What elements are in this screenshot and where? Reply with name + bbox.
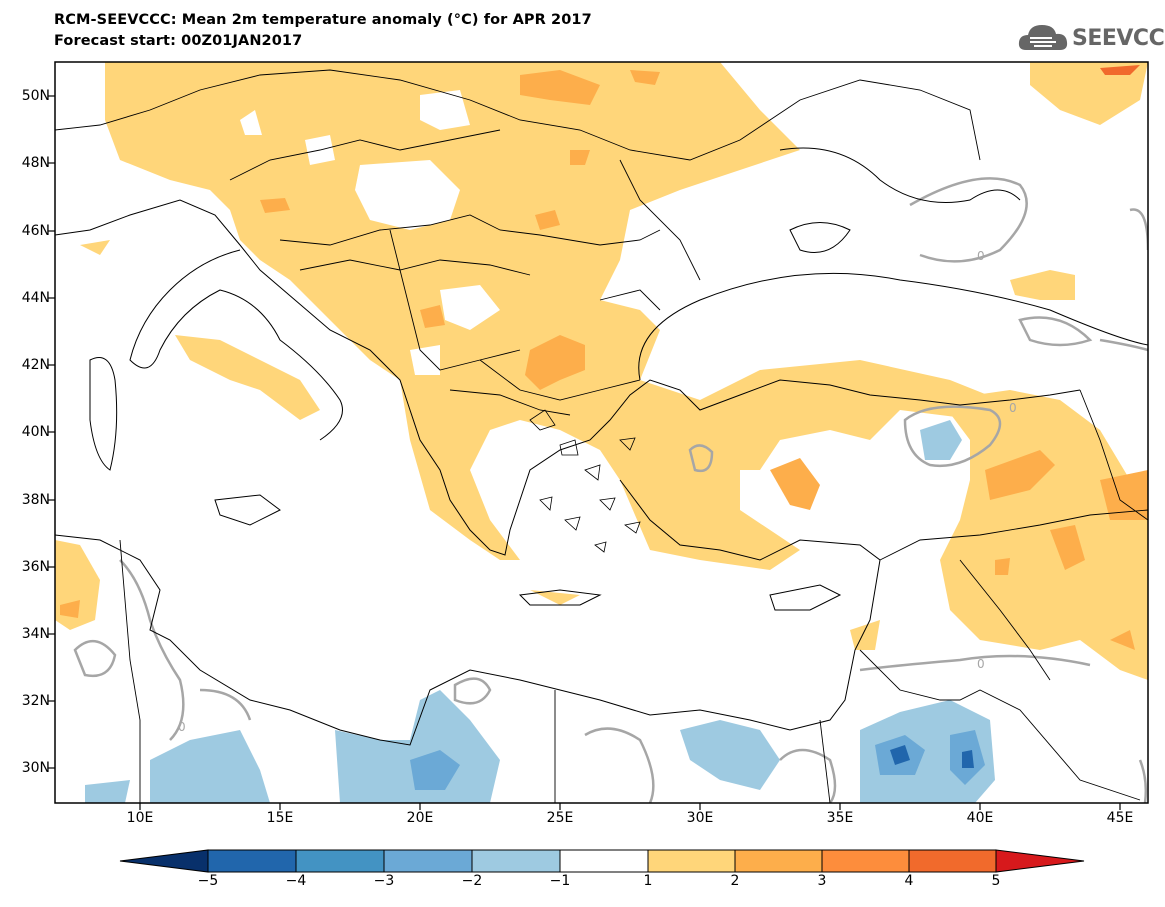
anomaly-fill-1-2	[55, 62, 1148, 680]
colorbar-segment-3-4	[821, 849, 910, 873]
colorbar-label: 2	[730, 873, 740, 889]
lon-tick-label: 10E	[126, 810, 154, 826]
colorbar-segment-1-2	[647, 849, 736, 873]
lat-tick-label: 48N	[21, 155, 50, 171]
lat-tick-label: 50N	[21, 88, 50, 104]
colorbar-segment-minus4-minus3	[295, 849, 385, 873]
lat-tick-label: 44N	[21, 290, 50, 306]
colorbar-label: −4	[285, 873, 307, 889]
lon-tick-label: 30E	[686, 810, 714, 826]
lon-tick-label: 40E	[966, 810, 994, 826]
colorbar-segment-above-5	[995, 849, 1085, 873]
anomaly-fill-neutral-holes	[240, 90, 805, 485]
lon-tick-label: 45E	[1106, 810, 1134, 826]
contour-label: 0	[178, 720, 186, 734]
colorbar-label: 1	[643, 873, 653, 889]
lat-tick-label: 46N	[21, 223, 50, 239]
seevccc-logo: SEEVCCC	[1018, 22, 1165, 54]
forecast-start-subtitle: Forecast start: 00Z01JAN2017	[54, 33, 303, 49]
colorbar-label: −5	[197, 873, 219, 889]
lon-tick-label: 25E	[546, 810, 574, 826]
contour-label: 0	[977, 249, 985, 263]
anomaly-fill-2-3	[60, 70, 1148, 650]
colorbar-segment-below-minus5	[119, 849, 209, 873]
colorbar-label: −3	[373, 873, 395, 889]
zero-contours	[73, 177, 1148, 803]
lat-tick-label: 42N	[21, 357, 50, 373]
lon-tick-label: 20E	[406, 810, 434, 826]
lat-tick-label: 38N	[21, 492, 50, 508]
anomaly-fill-3-4	[1100, 65, 1140, 75]
cloud-icon	[1018, 25, 1068, 50]
colorbar-segment-minus1-1	[559, 849, 649, 873]
lat-tick-label: 30N	[21, 760, 50, 776]
contour-label: 0	[1009, 401, 1017, 415]
colorbar-label: −2	[461, 873, 483, 889]
country-borders	[55, 69, 1148, 803]
colorbar-segment-minus2-minus1	[471, 849, 561, 873]
colorbar-label: 4	[904, 873, 914, 889]
map-title: RCM-SEEVCCC: Mean 2m temperature anomaly…	[54, 12, 592, 28]
logo-text: SEEVCCC	[1072, 26, 1165, 51]
colorbar	[119, 849, 1085, 873]
colorbar-segment-minus3-minus2	[383, 849, 473, 873]
lat-tick-label: 36N	[21, 559, 50, 575]
colorbar-segment-4-5	[908, 849, 997, 873]
lat-tick-label: 32N	[21, 693, 50, 709]
colorbar-label: 5	[991, 873, 1001, 889]
colorbar-segment-minus5-minus4	[207, 849, 297, 873]
lat-tick-label: 34N	[21, 626, 50, 642]
coastlines	[55, 147, 1148, 746]
lat-tick-label: 40N	[21, 424, 50, 440]
axis-ticks	[48, 95, 1121, 810]
colorbar-label: −1	[549, 873, 571, 889]
colorbar-label: 3	[817, 873, 827, 889]
anomaly-fill-neg-3-4	[890, 745, 974, 768]
anomaly-fill-neg-1-2	[85, 420, 995, 803]
aegean-islands	[529, 409, 641, 553]
contour-label: 0	[977, 657, 985, 671]
colorbar-segment-2-3	[734, 849, 823, 873]
lon-tick-label: 15E	[266, 810, 294, 826]
lon-tick-label: 35E	[826, 810, 854, 826]
